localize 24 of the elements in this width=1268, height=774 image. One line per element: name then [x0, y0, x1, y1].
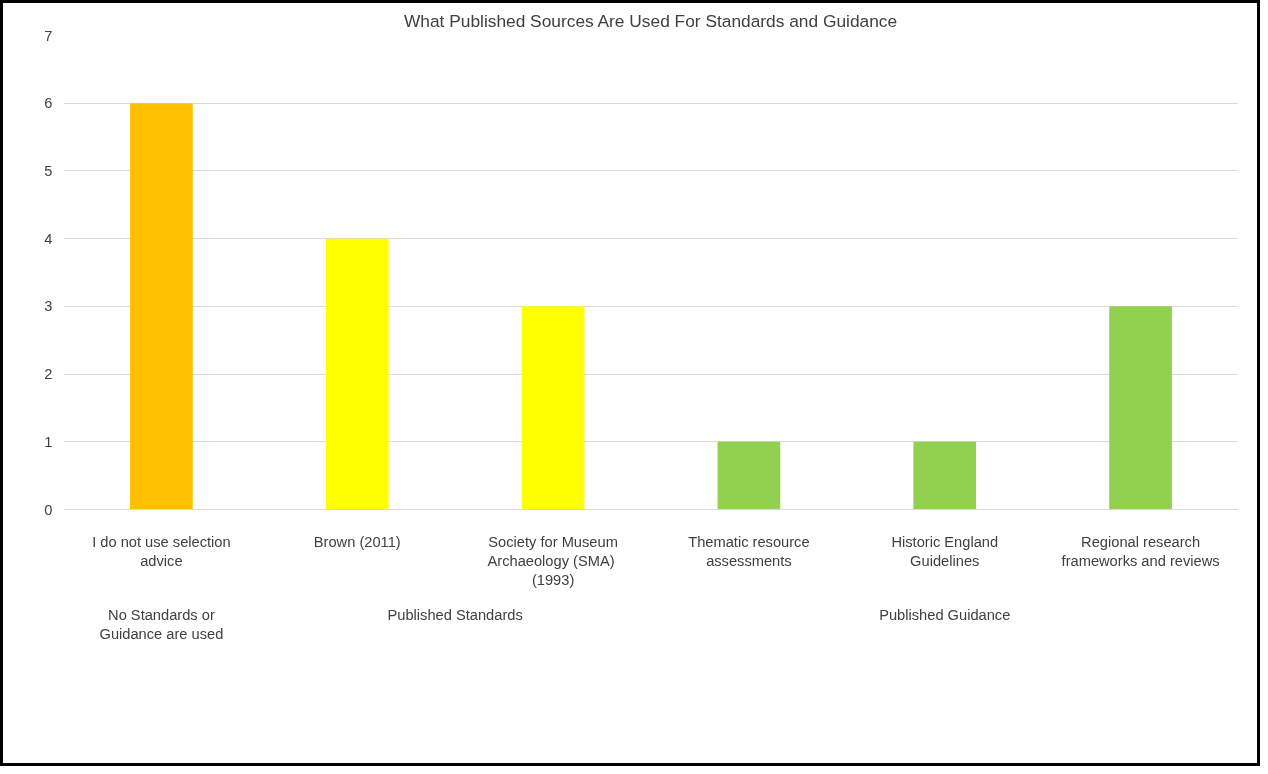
bar: [913, 441, 977, 510]
bar: [521, 306, 585, 510]
text: Published Guidance: [879, 606, 1011, 623]
y-tick-label: 1: [44, 433, 53, 450]
y-tick-label: 4: [44, 230, 53, 247]
text: Published Standards: [387, 606, 523, 623]
y-tick-label: 6: [44, 95, 53, 112]
x-tick-label: Thematic resource assessments: [688, 533, 810, 569]
bar: [717, 441, 781, 510]
x-tick-label: Brown (2011): [313, 533, 401, 550]
y-tick-label: 3: [44, 298, 53, 315]
bar: [325, 238, 389, 510]
y-tick-label: 2: [44, 366, 53, 383]
y-tick-label: 5: [44, 162, 53, 179]
x-tick-label: Regional research frameworks and reviews: [1061, 533, 1220, 569]
chart-title: What Published Sources Are Used For Standards and Guidance: [403, 10, 898, 31]
text: No Standards or Guidance are used: [99, 606, 224, 642]
y-tick-label: 7: [44, 27, 53, 44]
x-tick-label: Society for Museum Archaeology (SMA) (1993): [487, 533, 618, 588]
bar: [1109, 306, 1172, 510]
x-tick-label: Historic England Guidelines: [891, 533, 999, 569]
y-tick-label: 0: [44, 501, 53, 518]
x-tick-label: I do not use selection advice: [92, 533, 231, 569]
bar: [130, 103, 193, 510]
